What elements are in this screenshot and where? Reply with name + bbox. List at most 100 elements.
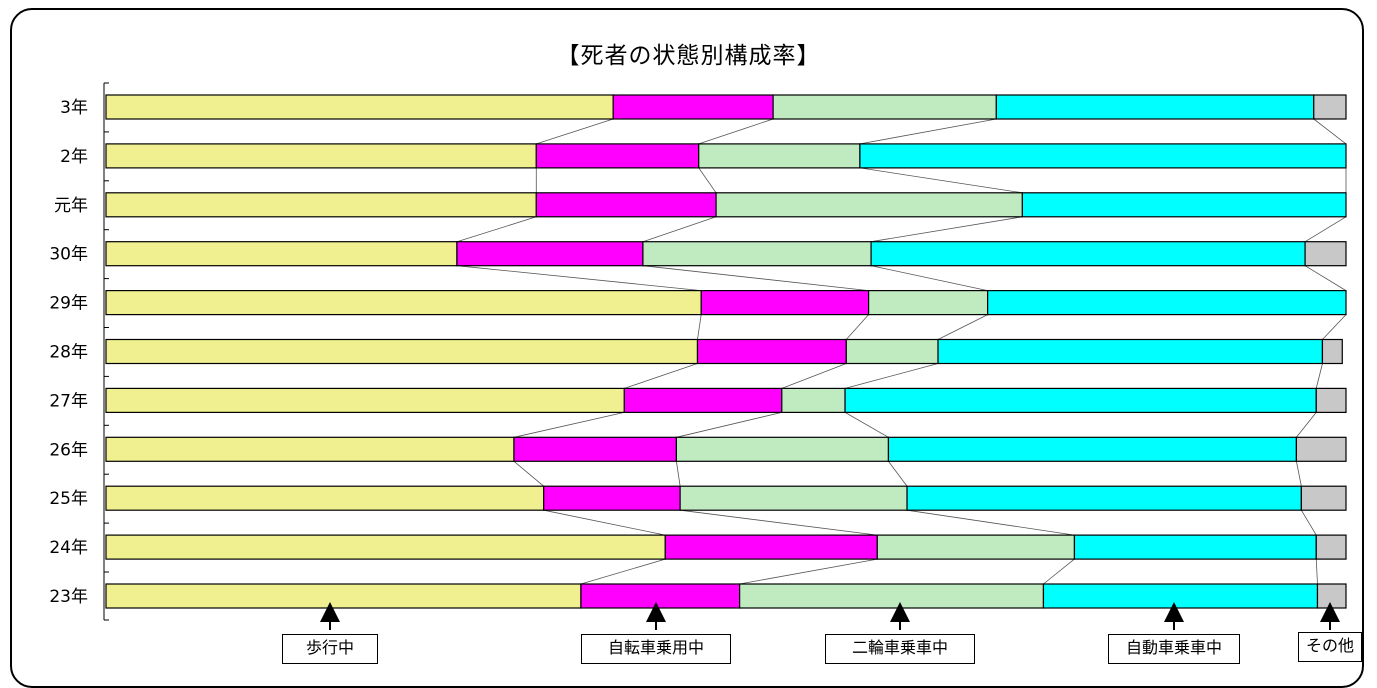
legend-label: その他	[1298, 632, 1362, 662]
legend-label: 自動車乗車中	[1108, 634, 1240, 664]
series-connector-line	[676, 412, 782, 438]
series-connector-line	[844, 412, 889, 438]
series-connector-line	[536, 118, 614, 145]
series-connector-line	[1301, 509, 1317, 536]
bar-segment	[715, 192, 1023, 218]
bar-segment	[105, 338, 699, 365]
series-connector-line	[642, 265, 869, 291]
series-connector-line	[1322, 314, 1347, 340]
series-connector-line	[870, 265, 988, 291]
bar-segment	[664, 534, 878, 560]
series-connector-line	[697, 314, 702, 340]
category-label: 3年	[60, 98, 88, 118]
bar-segment	[700, 290, 870, 316]
series-connector-line	[844, 363, 939, 389]
series-connector-line	[871, 216, 1023, 243]
bar-segment	[781, 387, 846, 413]
category-label: 24年	[49, 538, 88, 558]
series-connector-line	[680, 509, 878, 536]
category-label: 29年	[49, 294, 88, 314]
bar-segment	[937, 338, 1324, 365]
bar-group	[105, 94, 1347, 609]
bar-segment	[105, 241, 458, 267]
bar-segment	[1295, 436, 1347, 462]
series-connector-line	[624, 363, 698, 389]
series-connector-line	[781, 363, 847, 389]
series-connector-line	[1296, 461, 1302, 487]
series-connector-line	[456, 265, 702, 291]
series-connector-line	[859, 118, 997, 145]
bar-segment	[105, 534, 666, 560]
bar-segment	[105, 143, 537, 169]
category-label: 30年	[49, 245, 88, 265]
bar-segment	[623, 387, 783, 413]
bar-segment	[535, 143, 700, 169]
series-connector-line	[906, 509, 1075, 536]
bar-segment	[870, 241, 1306, 267]
series-connector-line	[1313, 118, 1347, 145]
bar-segment	[1315, 534, 1347, 560]
bar-segment	[1300, 485, 1347, 511]
series-connector-line	[456, 216, 537, 243]
bar-segment	[1021, 192, 1347, 218]
bar-segment	[844, 387, 1317, 413]
bar-segment	[105, 192, 537, 218]
bar-segment	[876, 534, 1076, 560]
series-connector-line	[739, 558, 878, 585]
bar-segment	[1304, 241, 1347, 267]
bar-segment	[867, 290, 989, 316]
bar-segment	[679, 485, 908, 511]
series-connector-line	[1315, 363, 1323, 389]
series-connector-line	[888, 461, 908, 487]
bar-segment	[105, 583, 582, 609]
series-connector-line	[698, 167, 717, 194]
bar-segment	[772, 94, 997, 120]
series-connector-line	[513, 460, 544, 487]
series-connector-line	[642, 216, 717, 243]
bar-segment	[696, 338, 847, 365]
bar-segment	[105, 485, 545, 511]
bar-segment	[105, 436, 515, 462]
category-label: 2年	[60, 147, 88, 167]
legend-label: 自転車乗用中	[581, 634, 731, 664]
bar-segment	[642, 241, 872, 267]
category-label: 元年	[54, 196, 88, 216]
chart-title: 【死者の状態別構成率】	[556, 43, 821, 69]
series-connector-line	[845, 314, 869, 340]
series-connector-lines	[456, 118, 1347, 585]
category-label: 23年	[49, 587, 88, 607]
series-connector-line	[580, 558, 666, 585]
series-connector-line	[1304, 216, 1347, 243]
bar-segment	[543, 485, 681, 511]
series-connector-line	[543, 509, 666, 536]
legend-label: 二輪車乗車中	[825, 634, 975, 664]
bar-segment	[1321, 338, 1343, 365]
legend-label: 歩行中	[282, 634, 378, 664]
series-connector-line	[513, 412, 625, 438]
series-connector-line	[1315, 559, 1318, 585]
series-connector-line	[859, 167, 1023, 194]
bar-segment	[513, 436, 678, 462]
bar-segment	[887, 436, 1297, 462]
bar-segment	[995, 94, 1315, 120]
bar-segment	[1315, 387, 1347, 413]
series-connector-line	[1296, 412, 1317, 438]
bar-segment	[105, 94, 614, 120]
series-connector-line	[1304, 265, 1347, 291]
bar-segment	[1042, 583, 1319, 609]
category-label: 26年	[49, 440, 88, 460]
legend-arrows	[320, 602, 1340, 630]
series-connector-line	[1043, 558, 1075, 585]
bar-segment	[906, 485, 1302, 511]
bar-segment	[859, 143, 1347, 169]
series-connector-line	[937, 314, 988, 340]
bar-segment	[105, 387, 625, 413]
bar-segment	[698, 143, 861, 169]
series-connector-line	[676, 461, 681, 487]
bar-segment	[456, 241, 644, 267]
bar-segment	[105, 290, 702, 316]
category-label: 27年	[49, 391, 88, 411]
bar-segment	[1073, 534, 1317, 560]
